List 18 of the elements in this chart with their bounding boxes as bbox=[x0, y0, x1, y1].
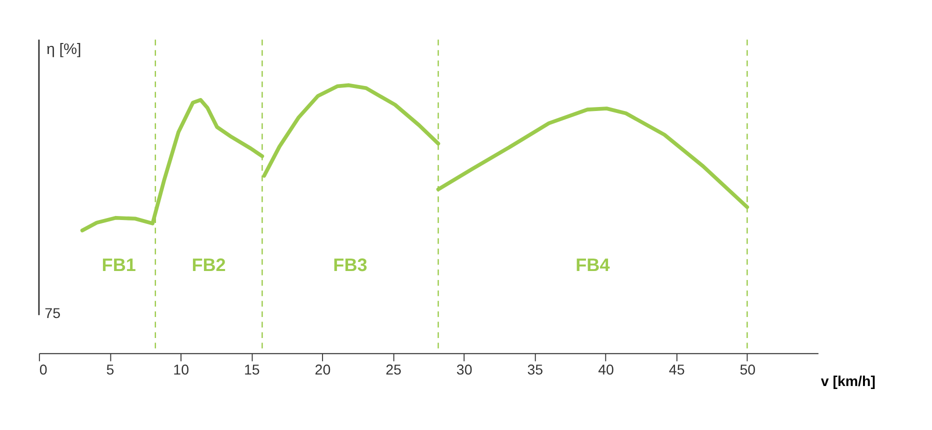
annotation: FB2 bbox=[192, 255, 226, 276]
x-tick-label: 15 bbox=[244, 362, 260, 379]
x-tick-label: 40 bbox=[598, 362, 614, 379]
x-tick-label: 35 bbox=[527, 362, 544, 379]
annotation: 75 bbox=[44, 306, 61, 322]
y-axis-title: η [%] bbox=[46, 40, 82, 58]
x-tick-label: 45 bbox=[668, 362, 685, 379]
annotation: FB3 bbox=[333, 255, 368, 276]
x-tick-label: 0 bbox=[39, 362, 48, 379]
x-tick-label: 50 bbox=[740, 362, 756, 379]
x-axis-title: v [km/h] bbox=[820, 374, 876, 390]
x-tick-label: 5 bbox=[106, 362, 114, 379]
x-tick-label: 10 bbox=[173, 362, 190, 379]
x-tick-label: 30 bbox=[456, 362, 472, 379]
x-tick-label: 25 bbox=[386, 362, 402, 379]
annotation: FB4 bbox=[576, 255, 610, 276]
x-tick-label: 20 bbox=[314, 362, 331, 379]
annotation: FB1 bbox=[102, 255, 136, 276]
